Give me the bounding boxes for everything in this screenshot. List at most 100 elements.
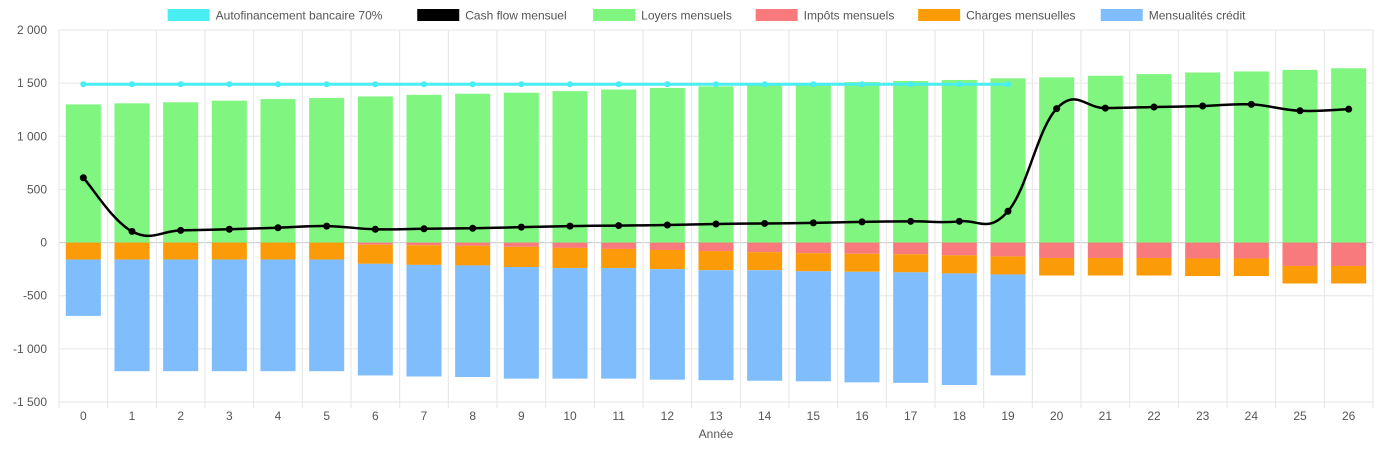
bar-loyers-mensuels [1087,75,1123,243]
x-tick-label: 1 [129,409,136,423]
bar-mensualit-s-cr-dit [163,259,199,372]
bar-charges-mensuelles [698,251,734,271]
bar-mensualit-s-cr-dit [503,267,539,379]
point-cash-flow-mensuel [712,220,720,228]
legend-swatch-cash-flow-mensuel [417,9,460,21]
point-cash-flow-mensuel [1053,105,1061,113]
bar-mensualit-s-cr-dit [114,259,150,372]
point-cash-flow-mensuel [809,219,817,227]
bar-charges-mensuelles [65,242,101,260]
x-tick-label: 11 [612,409,625,423]
x-tick-label: 24 [1245,409,1259,423]
bar-mensualit-s-cr-dit [357,263,393,376]
bar-mensualit-s-cr-dit [260,259,296,372]
bar-imp-ts-mensuels [990,242,1026,257]
bar-imp-ts-mensuels [747,242,783,253]
bar-charges-mensuelles [601,248,637,269]
x-tick-label: 14 [758,409,772,423]
bar-imp-ts-mensuels [503,242,539,247]
bar-mensualit-s-cr-dit [698,270,734,381]
bar-mensualit-s-cr-dit [941,273,977,385]
y-tick-label: -1 500 [13,395,47,409]
y-tick-label: -500 [23,289,47,303]
point-cash-flow-mensuel [907,217,915,225]
legend-swatch-imp-ts-mensuels [755,9,798,21]
bar-charges-mensuelles [990,256,1026,275]
legend-swatch-autofinancement-bancaire-70 [167,9,210,21]
point-autofinancement-bancaire-70 [713,81,719,88]
bar-charges-mensuelles [1331,265,1367,284]
legend-label-loyers-mensuels: Loyers mensuels [641,9,732,23]
bar-mensualit-s-cr-dit [309,259,345,372]
bar-charges-mensuelles [163,242,199,260]
bar-charges-mensuelles [552,247,588,269]
bar-mensualit-s-cr-dit [211,259,247,372]
legend-label-autofinancement-bancaire-70: Autofinancement bancaire 70% [216,9,383,23]
x-tick-label: 25 [1293,409,1307,423]
bar-loyers-mensuels [503,92,539,243]
bar-mensualit-s-cr-dit [601,268,637,379]
bar-loyers-mensuels [260,99,296,243]
point-autofinancement-bancaire-70 [275,81,281,88]
x-tick-label: 0 [80,409,87,423]
bar-mensualit-s-cr-dit [65,259,101,316]
legend-label-mensualit-s-cr-dit: Mensualités crédit [1149,9,1246,23]
bar-charges-mensuelles [309,242,345,260]
point-cash-flow-mensuel [225,225,233,233]
point-cash-flow-mensuel [761,219,769,227]
x-tick-label: 26 [1342,409,1356,423]
x-tick-label: 10 [563,409,577,423]
point-cash-flow-mensuel [858,218,866,226]
x-tick-label: 19 [1001,409,1015,423]
x-tick-label: 17 [904,409,918,423]
bar-imp-ts-mensuels [601,242,637,249]
point-autofinancement-bancaire-70 [956,81,963,88]
point-cash-flow-mensuel [663,221,671,229]
bar-loyers-mensuels [698,86,734,243]
bar-imp-ts-mensuels [698,242,734,252]
bar-imp-ts-mensuels [1331,242,1367,266]
bar-loyers-mensuels [406,94,442,243]
bar-charges-mensuelles [455,245,491,266]
bar-mensualit-s-cr-dit [552,268,588,379]
y-tick-label: 1 000 [17,129,47,143]
point-autofinancement-bancaire-70 [761,81,768,88]
point-cash-flow-mensuel [1345,105,1353,113]
point-autofinancement-bancaire-70 [664,81,671,88]
point-autofinancement-bancaire-70 [859,81,865,88]
bar-charges-mensuelles [260,242,296,260]
x-tick-label: 12 [661,409,675,423]
bar-charges-mensuelles [795,253,831,272]
bar-charges-mensuelles [1087,257,1123,276]
bars [65,68,1367,385]
point-cash-flow-mensuel [517,223,525,231]
bar-mensualit-s-cr-dit [649,269,685,380]
bar-charges-mensuelles [1233,258,1269,277]
point-cash-flow-mensuel [566,222,574,230]
legend-swatch-mensualit-s-cr-dit [1100,9,1143,21]
bar-loyers-mensuels [990,78,1026,243]
point-cash-flow-mensuel [955,217,963,225]
point-cash-flow-mensuel [1004,207,1012,215]
bar-imp-ts-mensuels [357,242,393,245]
legend-swatch-loyers-mensuels [593,9,636,21]
bar-loyers-mensuels [65,104,101,243]
x-axis-title: Année [699,427,734,441]
legend-swatch-charges-mensuelles [918,9,961,21]
x-tick-label: 4 [275,409,282,423]
bar-imp-ts-mensuels [795,242,831,254]
line-cash-flow-mensuel [82,98,1349,238]
bar-charges-mensuelles [893,254,929,273]
bar-charges-mensuelles [211,242,247,260]
point-cash-flow-mensuel [323,222,331,230]
y-tick-label: 1 500 [17,76,47,90]
point-cash-flow-mensuel [371,225,379,233]
x-tick-label: 18 [953,409,967,423]
bar-charges-mensuelles [844,253,880,272]
point-autofinancement-bancaire-70 [80,81,87,88]
point-autofinancement-bancaire-70 [421,81,427,88]
bar-imp-ts-mensuels [1233,242,1269,259]
bar-loyers-mensuels [795,83,831,243]
bar-loyers-mensuels [114,103,150,243]
